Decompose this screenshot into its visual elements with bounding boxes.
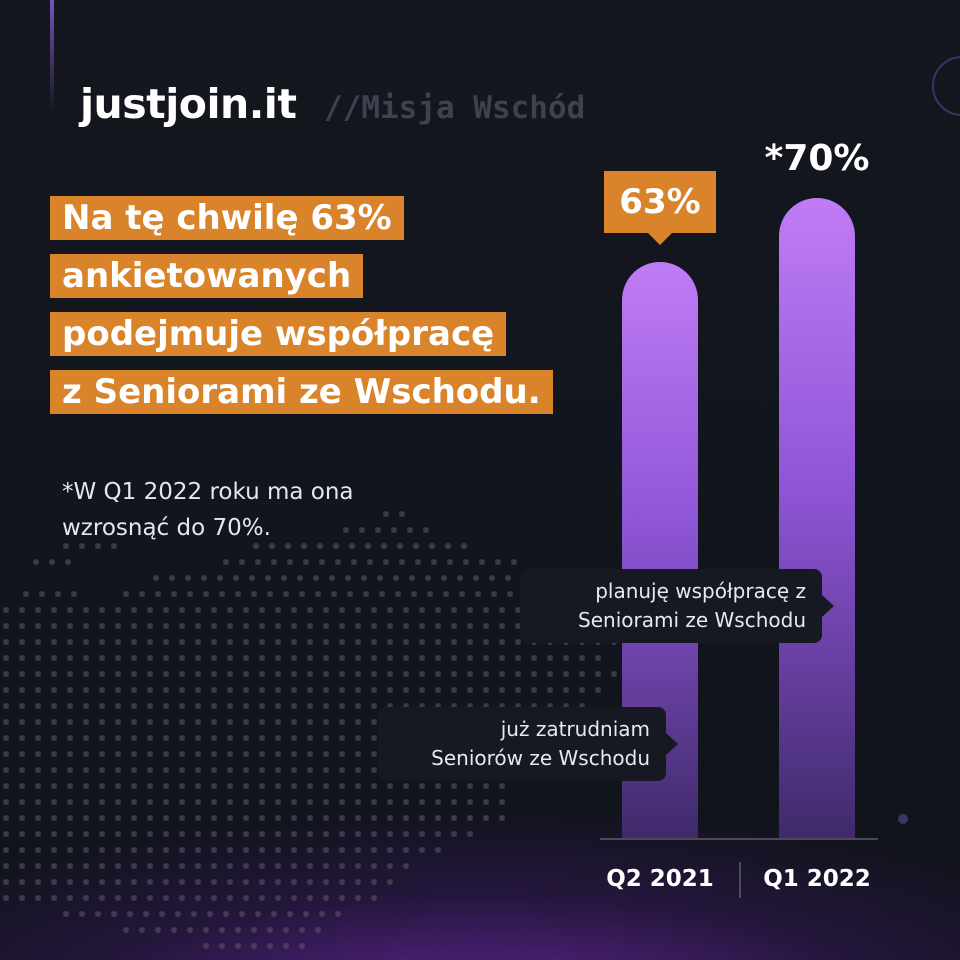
footnote: *W Q1 2022 roku ma ona wzrosnąć do 70%.: [62, 474, 442, 546]
callout-current-line-2: Seniorów ze Wschodu: [431, 746, 650, 770]
callout-planned-line-1: planuję współpracę z: [595, 579, 806, 603]
decorative-dot: [898, 814, 908, 824]
x-axis-line: [600, 838, 878, 840]
callout-current-line-1: już zatrudniam: [500, 717, 650, 741]
x-tick-q1-2022: Q1 2022: [763, 866, 871, 892]
x-axis-separator: [739, 862, 741, 898]
headline-line-1: Na tę chwilę 63%: [50, 196, 404, 240]
brand-logo: justjoin.it: [80, 80, 297, 128]
footnote-line-2: wzrosnąć do 70%.: [62, 515, 271, 541]
headline-line-3: podejmuje współpracę: [50, 312, 507, 356]
bar-q1-2022: [779, 198, 855, 838]
callout-planned-line-2: Seniorami ze Wschodu: [578, 608, 806, 632]
decorative-line: [50, 0, 54, 112]
x-tick-q2-2021: Q2 2021: [606, 866, 714, 892]
data-label-q2-2021: 63%: [604, 171, 716, 246]
callout-planned: planuję współpracę z Seniorami ze Wschod…: [520, 569, 834, 643]
headline-line-4: z Seniorami ze Wschodu.: [50, 370, 553, 414]
footnote-line-1: *W Q1 2022 roku ma ona: [62, 479, 354, 505]
callout-current: już zatrudniam Seniorów ze Wschodu: [378, 707, 678, 781]
data-label-q1-2022: *70%: [764, 138, 870, 180]
headline-line-2: ankietowanych: [50, 254, 364, 298]
brand-tagline: //Misja Wschód: [324, 90, 586, 126]
